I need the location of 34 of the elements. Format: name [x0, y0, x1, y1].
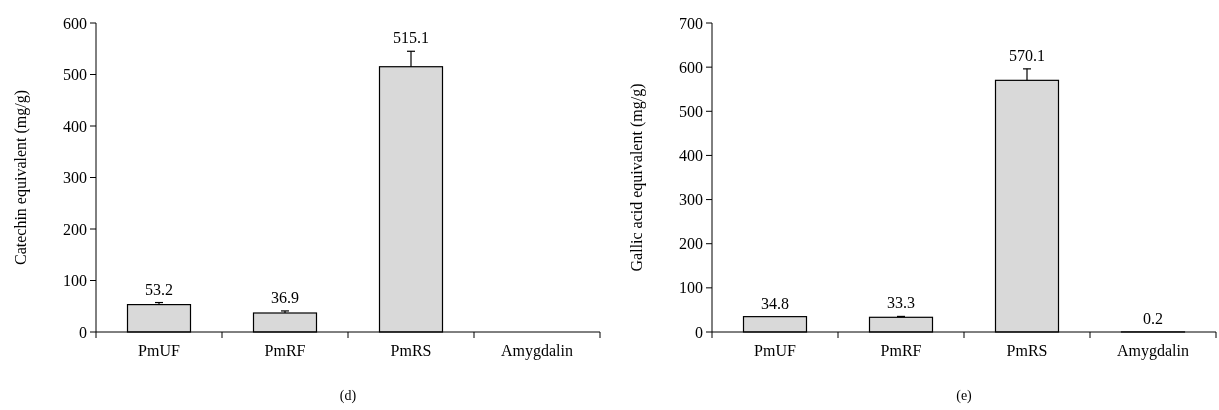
- x-tick-label: Amygdalin: [1117, 342, 1189, 360]
- x-tick-label: PmRS: [390, 342, 432, 359]
- y-tick-label: 200: [679, 235, 703, 253]
- y-tick-label: 600: [63, 14, 87, 32]
- y-tick-label: 0: [79, 323, 87, 341]
- data-label: 515.1: [393, 29, 429, 47]
- y-tick-label: 500: [63, 66, 87, 84]
- y-tick-label: 600: [679, 58, 703, 76]
- x-tick-label: PmRS: [1006, 342, 1048, 359]
- y-tick-label: 300: [679, 191, 703, 209]
- x-tick-label: PmRF: [264, 342, 306, 359]
- y-tick-label: 0: [695, 323, 703, 341]
- data-label: 34.8: [761, 294, 789, 312]
- text: (d): [339, 388, 357, 404]
- y-axis-title: Catechin equivalent (mg/g): [12, 89, 30, 266]
- y-axis-title: Gallic acid equivalent (mg/g): [628, 83, 646, 272]
- y-tick-label: 400: [63, 117, 87, 135]
- data-label: 570.1: [1009, 46, 1045, 64]
- y-tick-label: 300: [63, 169, 87, 187]
- data-label: 53.2: [145, 280, 173, 298]
- x-tick-label: Amygdalin: [501, 342, 573, 360]
- data-label: 36.9: [271, 288, 299, 306]
- data-label: 0.2: [1143, 309, 1163, 327]
- y-tick-label: 100: [679, 279, 703, 297]
- y-tick-label: 400: [679, 147, 703, 165]
- x-tick-label: PmRF: [880, 342, 922, 359]
- y-tick-label: 500: [679, 102, 703, 120]
- x-tick-label: PmUF: [754, 342, 796, 359]
- data-label: 33.3: [887, 294, 915, 312]
- y-tick-label: 700: [679, 14, 703, 32]
- y-tick-label: 200: [63, 220, 87, 238]
- x-tick-label: PmUF: [138, 342, 180, 359]
- y-tick-label: 100: [63, 272, 87, 290]
- text: (e): [956, 388, 973, 404]
